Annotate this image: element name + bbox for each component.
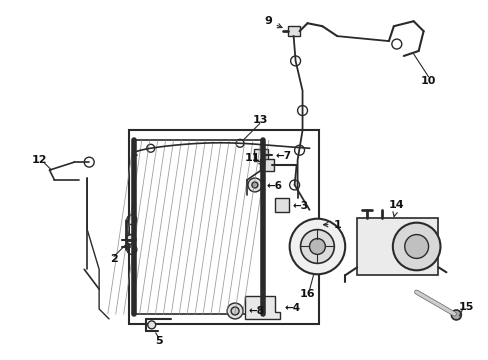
Text: 13: 13: [252, 116, 267, 126]
Circle shape: [392, 223, 440, 270]
Text: 12: 12: [32, 155, 47, 165]
Text: ←4: ←4: [284, 303, 300, 313]
Text: 14: 14: [388, 200, 404, 216]
Bar: [253, 149, 267, 161]
Circle shape: [251, 182, 257, 188]
Text: ←3: ←3: [292, 201, 308, 211]
Text: 5: 5: [155, 336, 162, 346]
Circle shape: [404, 235, 427, 258]
Text: 9: 9: [264, 16, 282, 28]
Text: 15: 15: [458, 302, 473, 312]
Text: ←8: ←8: [248, 306, 264, 316]
Bar: [356, 218, 438, 275]
Text: 16: 16: [299, 289, 315, 299]
Circle shape: [300, 230, 334, 264]
Bar: [287, 26, 299, 36]
Circle shape: [231, 307, 239, 315]
Circle shape: [289, 219, 345, 274]
Polygon shape: [244, 296, 279, 319]
Text: ←6: ←6: [266, 181, 282, 191]
Circle shape: [309, 239, 325, 255]
Circle shape: [126, 235, 136, 244]
Text: 2: 2: [110, 255, 118, 264]
Text: 10: 10: [420, 76, 435, 86]
Bar: [134, 140, 263, 314]
Circle shape: [147, 321, 155, 329]
Bar: [259, 159, 273, 171]
Circle shape: [450, 310, 460, 320]
Text: 1: 1: [323, 220, 341, 230]
Text: ←7: ←7: [275, 151, 291, 161]
Circle shape: [226, 303, 243, 319]
Bar: [129, 130, 319, 324]
Text: 11: 11: [244, 153, 263, 164]
Bar: [274, 198, 288, 212]
Circle shape: [247, 178, 262, 192]
